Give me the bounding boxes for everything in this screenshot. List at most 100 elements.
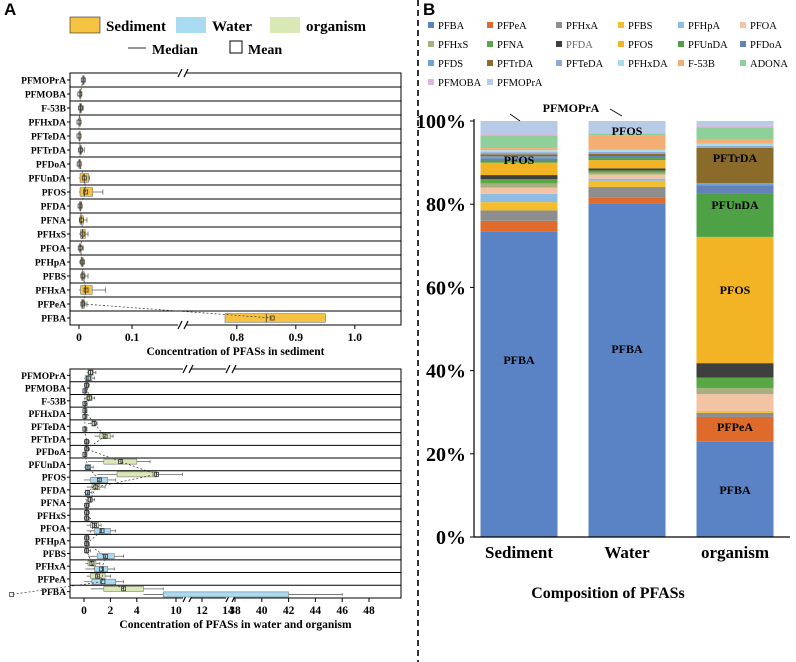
bar-organism-pfna bbox=[696, 377, 774, 388]
x-tick-label-7: 40 bbox=[256, 605, 268, 617]
mean-water-pfos bbox=[97, 477, 102, 483]
y-tick-label-pfna: PFNA bbox=[41, 499, 66, 509]
bar-water-pfos bbox=[588, 160, 666, 169]
legend-b-label-pfmoba: PFMOBA bbox=[438, 78, 482, 89]
bar-sediment-pfbs bbox=[480, 202, 558, 211]
legend-b-swatch-pftrda bbox=[487, 60, 493, 66]
bar-sediment-pfdoa bbox=[480, 158, 558, 161]
legend-sediment-swatch bbox=[69, 16, 101, 34]
mean-organism-pftrda bbox=[102, 433, 108, 439]
axis-break-top-0-a bbox=[182, 364, 188, 374]
box-organism-pfunda bbox=[103, 458, 138, 465]
legend-b-swatch-pfna bbox=[487, 41, 493, 47]
legend-b-swatch-f-53b bbox=[678, 60, 684, 66]
axis-break-0-b bbox=[183, 320, 189, 330]
bar-organism-pfds bbox=[696, 183, 774, 186]
legend-b-label-pftrda: PFTrDA bbox=[497, 59, 534, 70]
mean-water-pftrda bbox=[84, 439, 89, 445]
y-tick-label-b-5: 100% bbox=[416, 111, 466, 133]
x-axis-title-b: Composition of PFASs bbox=[531, 585, 685, 602]
bar-organism-pfdoa bbox=[696, 185, 774, 194]
y-tick-label-pfpea: PFPeA bbox=[38, 575, 67, 585]
legend-b-label-pfna: PFNA bbox=[497, 40, 524, 51]
bar-sediment-pfoa bbox=[480, 187, 558, 194]
bar-water-pfhxda bbox=[588, 149, 666, 152]
legend-a: Sediment Water organism Median Mean bbox=[69, 16, 367, 58]
bar-organism-pfbs bbox=[696, 410, 774, 413]
mean-organism-pfos bbox=[154, 471, 159, 477]
bar-organism-pfba bbox=[696, 441, 774, 537]
legend-b-swatch-pfhxa bbox=[556, 22, 562, 28]
bar-sediment-f-53b bbox=[480, 148, 558, 151]
y-tick-label-pfunda: PFUnDA bbox=[29, 175, 67, 185]
axis-break-top-0-b bbox=[183, 68, 189, 78]
x-axis-title-a-top: Concentration of PFASs in sediment bbox=[146, 346, 324, 358]
mean-organism-pfhxda bbox=[82, 408, 88, 414]
bar-sediment-pfmopra bbox=[480, 121, 558, 134]
bar-water-adona bbox=[588, 133, 666, 136]
x-tick-label-4: 12 bbox=[196, 605, 208, 617]
x-tick-label-0: 0 bbox=[76, 332, 82, 344]
bar-organism-pfoa bbox=[696, 394, 774, 411]
legend-organism-label: organism bbox=[306, 19, 367, 35]
y-tick-label-pfhxs: PFHxS bbox=[37, 231, 66, 241]
y-tick-label-f-53b: F-53B bbox=[41, 397, 66, 407]
callout-leader-water bbox=[609, 108, 623, 117]
mean-sediment-pfdoa bbox=[76, 161, 82, 167]
y-tick-label-pfhxa: PFHxA bbox=[35, 287, 66, 297]
y-tick-label-b-4: 80% bbox=[426, 194, 466, 216]
axis-break-top-0-a bbox=[177, 68, 183, 78]
box-sediment-pfos bbox=[79, 187, 94, 197]
bar-label-organism-pfpea: PFPeA bbox=[717, 420, 753, 434]
legend-mean-box bbox=[229, 40, 243, 54]
mean-line-organism bbox=[84, 372, 158, 590]
box-organism-pfos bbox=[116, 471, 157, 478]
axis-break-top-1-a bbox=[225, 364, 231, 374]
boxplot-water-organism: PFMOPrA PFMOBA F-53B PFHxDA PFTeDA PFTrDA PFDo… bbox=[9, 364, 402, 631]
bar-water-pfpea bbox=[588, 197, 666, 204]
bar-label-sediment-pfba: PFBA bbox=[503, 353, 535, 367]
bar-organism-adona bbox=[696, 127, 774, 140]
y-tick-label-pfmoba: PFMOBA bbox=[25, 91, 66, 101]
mean-sediment-pfos bbox=[83, 189, 89, 195]
y-tick-label-b-0: 0% bbox=[436, 527, 466, 549]
x-tick-label-3: 10 bbox=[170, 605, 182, 617]
panel-a-label: A bbox=[4, 0, 16, 19]
bar-sediment-adona bbox=[480, 135, 558, 149]
bar-water-pfda bbox=[588, 168, 666, 171]
legend-b-swatch-pfunda bbox=[678, 41, 684, 47]
x-axis-title-a-bottom: Concentration of PFASs in water and orga… bbox=[119, 619, 352, 631]
y-tick-label-pfhxda: PFHxDA bbox=[29, 119, 67, 129]
mean-water-pfbs bbox=[103, 553, 108, 559]
legend-b-label-pfds: PFDS bbox=[438, 59, 463, 70]
mean-organism-pfteda bbox=[91, 421, 97, 426]
x-tick-label-b-water: Water bbox=[604, 543, 650, 562]
legend-b-label-adona: ADONA bbox=[750, 59, 788, 70]
axis-break-0-a bbox=[177, 320, 183, 330]
axis-break-top-mask-0 bbox=[178, 69, 186, 77]
mean-organism-pfoa bbox=[92, 522, 97, 528]
mean-water-pfmoba bbox=[82, 388, 88, 394]
box-water-pfhxa bbox=[94, 566, 109, 572]
bar-water-pfhpa bbox=[588, 178, 666, 181]
y-tick-label-pfda: PFDA bbox=[41, 486, 66, 496]
bar-organism-pfhxs bbox=[696, 387, 774, 395]
legend-b: PFBA PFPeA PFHxA PFBS PFHpA PFOA PFHxS PFNA PFDA… bbox=[428, 21, 788, 89]
bar-organism-f-53b bbox=[696, 139, 774, 144]
bar-sediment-pfba bbox=[480, 231, 558, 538]
bar-organism-pfos bbox=[696, 236, 774, 364]
legend-b-label-pfunda: PFUnDA bbox=[688, 40, 728, 51]
mean-sediment-pfhxs bbox=[80, 231, 86, 237]
legend-b-label-pfhpa: PFHpA bbox=[688, 21, 721, 32]
legend-b-swatch-pfba bbox=[428, 22, 434, 28]
legend-b-label-f-53b: F-53B bbox=[688, 59, 715, 70]
y-tick-label-f-53b: F-53B bbox=[41, 105, 66, 115]
axis-break-top-mask-0 bbox=[183, 365, 191, 373]
bar-sediment-pfteda bbox=[480, 152, 558, 155]
y-tick-label-pfdoa: PFDoA bbox=[36, 448, 66, 458]
x-tick-label-11: 48 bbox=[363, 605, 375, 617]
box-water-pfos bbox=[90, 477, 109, 483]
box-sediment-pfba bbox=[224, 313, 326, 323]
bar-callout-pfmoprat: PFMOPrA bbox=[543, 101, 600, 115]
x-tick-label-0: 0 bbox=[81, 605, 87, 617]
